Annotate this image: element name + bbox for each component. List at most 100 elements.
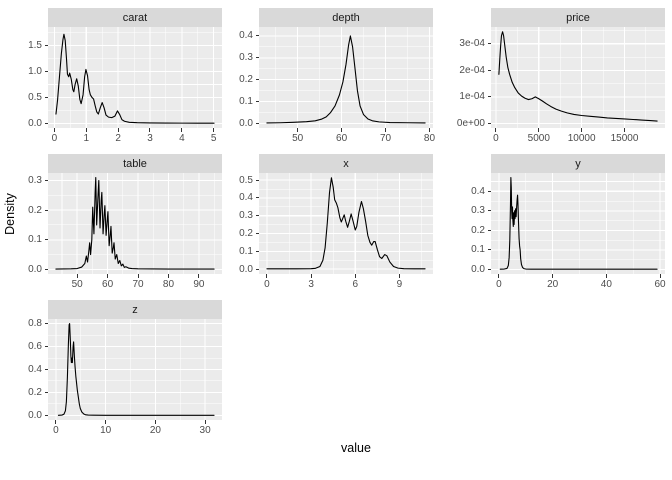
x-tick-label: 30: [199, 425, 211, 436]
x-tick-label: 0: [53, 425, 59, 436]
density-curve-carat: [55, 33, 215, 124]
density-curve-price: [498, 31, 658, 122]
x-tick-label: 5000: [527, 133, 550, 144]
y-tick-label: 0.0: [28, 263, 42, 275]
y-tick-label: 0.2: [28, 204, 42, 216]
facet-strip-z: z: [48, 300, 222, 319]
x-tick-label: 5: [210, 133, 217, 144]
x-tick-mark: [624, 128, 626, 132]
x-tick-label: 3: [308, 279, 314, 290]
y-tick-mark: [44, 122, 48, 124]
y-tick-label: 1e-04: [459, 91, 485, 103]
facet-strip-carat: carat: [48, 8, 222, 27]
x-tick-mark: [581, 128, 583, 132]
y-tick-label: 0.4: [471, 185, 485, 197]
density-curve-depth: [266, 35, 426, 124]
x-axis-title: value: [341, 441, 371, 455]
facet-panel-y: [491, 173, 665, 274]
facet-strip-y: y: [491, 154, 665, 173]
x-tick-label: 20: [149, 425, 161, 436]
y-tick-mark: [487, 249, 491, 251]
y-tick-label: 0.4: [239, 30, 253, 42]
x-tick-label: 15000: [610, 133, 639, 144]
y-tick-mark: [255, 122, 259, 124]
x-tick-mark: [55, 420, 57, 424]
x-tick-mark: [137, 274, 139, 278]
y-tick-label: 0.1: [239, 96, 253, 108]
y-tick-label: 1.0: [28, 66, 42, 78]
facet-panel-table: [48, 173, 222, 274]
y-tick-label: 0e+00: [456, 117, 485, 129]
x-tick-label: 70: [379, 133, 392, 144]
x-tick-label: 80: [423, 133, 436, 144]
x-tick-label: 0: [264, 279, 270, 290]
x-tick-mark: [198, 274, 200, 278]
x-tick-label: 50: [71, 279, 83, 290]
facet-strip-depth: depth: [259, 8, 433, 27]
y-tick-mark: [255, 268, 259, 270]
x-tick-mark: [659, 274, 661, 278]
x-tick-label: 2: [115, 133, 121, 144]
y-tick-label: 1.5: [28, 40, 42, 52]
x-tick-label: 3: [147, 133, 153, 144]
x-tick-mark: [53, 128, 55, 132]
x-tick-mark: [85, 128, 87, 132]
x-tick-label: 0: [496, 279, 502, 290]
y-tick-label: 0.0: [239, 263, 253, 275]
x-tick-label: 6: [352, 279, 359, 290]
x-tick-mark: [428, 128, 430, 132]
y-tick-mark: [487, 229, 491, 231]
facet-strip-table: table: [48, 154, 222, 173]
y-tick-mark: [44, 96, 48, 98]
y-tick-mark: [487, 122, 491, 124]
x-tick-label: 90: [193, 279, 205, 290]
y-tick-label: 0.5: [239, 174, 253, 186]
facet-panel-x: [259, 173, 433, 274]
y-tick-mark: [255, 57, 259, 59]
x-tick-label: 60: [336, 133, 348, 144]
x-tick-mark: [354, 274, 356, 278]
y-tick-label: 0.4: [28, 364, 42, 375]
y-tick-label: 0.1: [239, 245, 253, 257]
y-tick-mark: [44, 323, 48, 325]
x-tick-mark: [107, 274, 109, 278]
y-tick-mark: [487, 43, 491, 45]
x-tick-label: 9: [396, 279, 403, 290]
y-tick-label: 0.2: [239, 228, 253, 240]
y-tick-mark: [44, 71, 48, 73]
y-tick-label: 0.3: [239, 210, 253, 222]
x-tick-label: 50: [292, 133, 304, 144]
y-tick-label: 0.1: [28, 234, 42, 246]
y-tick-label: 2e-04: [459, 64, 485, 76]
x-tick-mark: [385, 128, 387, 132]
y-tick-label: 0.5: [28, 91, 42, 103]
facet-panel-z: [48, 319, 222, 420]
y-tick-label: 0.8: [28, 318, 42, 330]
y-tick-mark: [44, 239, 48, 241]
y-tick-mark: [255, 179, 259, 181]
facet-panel-price: [491, 27, 665, 128]
x-tick-label: 60: [102, 279, 114, 290]
y-tick-mark: [487, 190, 491, 192]
y-tick-mark: [487, 210, 491, 212]
x-tick-mark: [76, 274, 78, 278]
y-tick-label: 0.2: [239, 74, 253, 86]
x-tick-mark: [105, 420, 107, 424]
y-tick-label: 3e-04: [459, 38, 485, 50]
y-tick-mark: [487, 69, 491, 71]
y-tick-label: 0.2: [28, 386, 42, 398]
x-tick-mark: [149, 128, 151, 132]
y-tick-mark: [44, 268, 48, 270]
density-curve-table: [55, 177, 215, 270]
y-tick-mark: [44, 45, 48, 47]
density-curve-x: [266, 177, 426, 270]
y-tick-mark: [255, 101, 259, 103]
y-tick-label: 0.0: [239, 117, 253, 129]
y-tick-mark: [255, 215, 259, 217]
y-tick-mark: [255, 79, 259, 81]
y-tick-label: 0.2: [471, 224, 485, 236]
x-tick-mark: [266, 274, 268, 278]
x-tick-mark: [154, 420, 156, 424]
x-tick-label: 0: [493, 133, 499, 144]
